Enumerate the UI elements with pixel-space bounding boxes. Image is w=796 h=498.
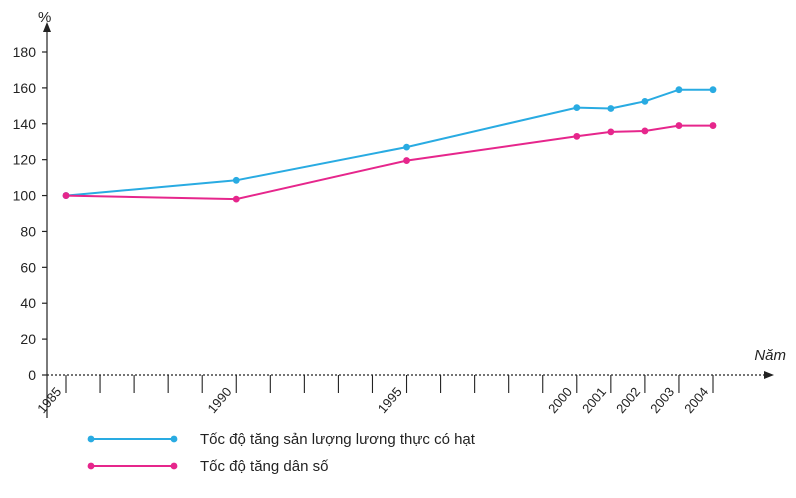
series-1-point: [709, 86, 717, 94]
y-tick-label: 0: [28, 367, 36, 383]
y-tick-label: 160: [13, 80, 37, 96]
series-2-point: [403, 157, 410, 164]
y-tick-label: 80: [20, 223, 36, 239]
y-axis-arrow: [43, 22, 51, 32]
x-tick-label: 1995: [375, 384, 405, 416]
series-2-point: [232, 195, 240, 203]
series-1-point: [573, 104, 581, 112]
series-1-point: [607, 105, 615, 112]
series-2-point: [641, 127, 649, 135]
x-tick-label: 2003: [647, 384, 677, 416]
y-tick-label: 60: [20, 259, 36, 275]
series-1-point: [232, 176, 240, 184]
series-1-point: [403, 143, 410, 151]
x-tick-label: 2001: [579, 384, 609, 416]
legend-swatch-marker: [87, 435, 95, 443]
legend: Tốc độ tăng sản lượng lương thực có hạt T…: [87, 431, 476, 475]
y-tick-label: 180: [13, 44, 37, 60]
x-tick-label: 1990: [204, 384, 234, 416]
x-tick-label: 2002: [613, 384, 643, 416]
series-1-point: [641, 97, 649, 105]
legend-swatch-marker: [87, 462, 95, 470]
series-2-point: [675, 122, 683, 129]
x-tick-label: 2000: [545, 384, 575, 416]
y-axis: % 0 20 40 60 80 100 120 140 160 180: [13, 9, 51, 418]
legend-swatch-marker: [170, 462, 178, 470]
y-tick-label: 140: [13, 116, 37, 132]
x-ticks: 1985 1990 1995 2000 2001 2002 2003 2004: [34, 375, 714, 416]
y-tick-label: 20: [20, 331, 36, 347]
y-tick-label: 120: [13, 152, 37, 168]
y-axis-label: %: [38, 9, 51, 26]
series-line-1: [65, 88, 713, 197]
y-tick-label: 100: [13, 188, 37, 204]
legend-label: Tốc độ tăng dân số: [200, 458, 329, 475]
x-axis: Năm 1985 1990 1995 2000 2001 2002 2003 2004: [34, 347, 786, 416]
series-1-point: [675, 86, 683, 94]
y-ticks: 0 20 40 60 80 100 120 140 160 180: [13, 44, 47, 383]
series-2-point: [709, 122, 717, 129]
series-layer: [62, 86, 717, 203]
series-line-2: [65, 124, 713, 201]
series-2-point: [62, 192, 70, 199]
y-tick-label: 40: [20, 295, 36, 311]
series-2-point: [607, 128, 615, 136]
legend-label: Tốc độ tăng sản lượng lương thực có hạt: [200, 431, 476, 448]
legend-swatch-marker: [170, 435, 178, 443]
series-2-point: [573, 132, 581, 140]
x-axis-label: Năm: [754, 347, 786, 364]
x-tick-label: 1985: [34, 384, 64, 416]
x-axis-arrow: [764, 371, 774, 379]
x-tick-label: 2004: [681, 384, 711, 416]
